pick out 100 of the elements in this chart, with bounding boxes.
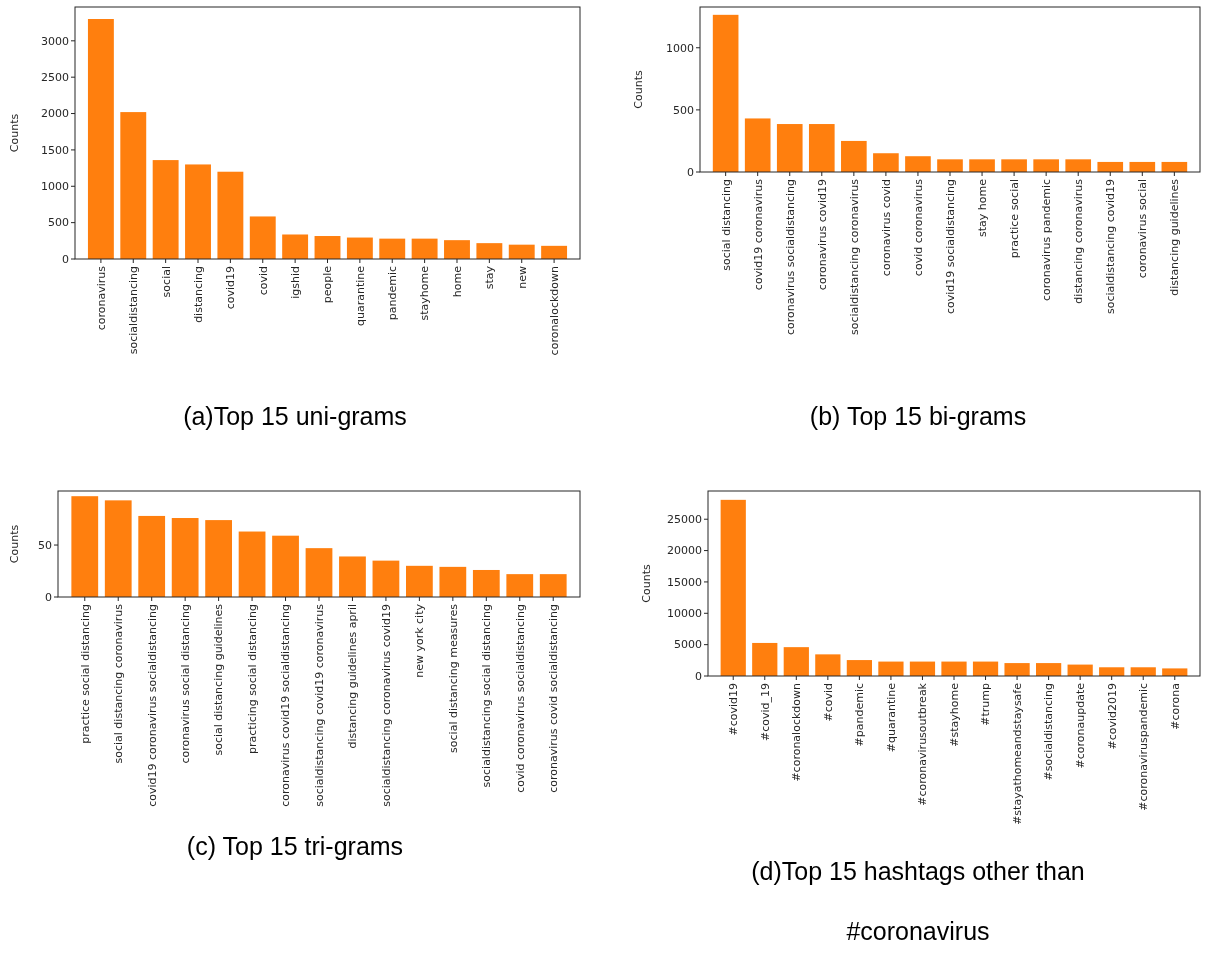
bar (205, 520, 232, 597)
y-tick-label: 500 (673, 103, 694, 117)
x-tick-label: stayhome (418, 265, 432, 321)
x-tick-label: covid19 coronavirus (751, 178, 765, 291)
bar (305, 548, 333, 597)
y-tick-label: 2500 (41, 71, 69, 85)
x-tick-label: coronavirus socialdistancing (783, 179, 797, 336)
bar (411, 238, 438, 259)
bar (1130, 667, 1156, 676)
x-tick-label: social distancing coronavirus (112, 603, 126, 764)
bar (1099, 667, 1125, 676)
bar (969, 159, 995, 172)
x-tick-label: social distancing (719, 179, 733, 271)
y-tick-label: 1000 (666, 41, 694, 55)
x-tick-label: #socialdistancing (1042, 683, 1056, 781)
x-tick-label: people (321, 265, 335, 304)
y-tick-label: 1000 (41, 180, 69, 194)
bar (346, 237, 373, 259)
bar (744, 118, 771, 172)
x-tick-label: new york city (413, 603, 427, 678)
x-tick-label: #coronavirusoutbreak (916, 682, 930, 806)
x-tick-label: social (159, 266, 173, 298)
x-tick-label: #stayhome (947, 682, 961, 747)
bar (476, 243, 503, 259)
y-tick-label: 0 (62, 252, 69, 266)
x-tick-label: #corona (1168, 683, 1182, 730)
bar (752, 642, 778, 676)
bar (808, 124, 835, 172)
y-tick-label: 0 (695, 669, 702, 683)
x-tick-label: #trump (979, 683, 993, 726)
y-tick-label: 0 (687, 165, 694, 179)
bar (314, 236, 341, 259)
bar (878, 661, 904, 676)
x-tick-label: socialdistancing covid19 coronavirus (312, 603, 326, 807)
x-tick-label: distancing (191, 266, 205, 323)
bar (249, 216, 276, 259)
x-tick-label: igshid (288, 266, 302, 299)
bar (815, 654, 841, 676)
x-tick-label: coronavirus covid19 (815, 179, 829, 291)
x-tick-label: coronavirus covid (879, 179, 893, 277)
bar (720, 499, 746, 676)
x-tick-label: coronavirus covid19 socialdistancing (279, 604, 293, 807)
y-axis-title: Counts (8, 113, 21, 153)
y-tick-label: 15000 (667, 575, 702, 589)
x-tick-label: covid coronavirus socialdistancing (513, 604, 527, 793)
x-tick-label: social distancing guidelines (212, 603, 226, 756)
bar (776, 124, 803, 172)
x-tick-label: covid19 coronavirus socialdistancing (145, 604, 159, 807)
bar (71, 496, 99, 597)
x-tick-label: practice social (1007, 179, 1021, 259)
x-tick-label: new (515, 266, 529, 289)
y-tick-label: 3000 (41, 34, 69, 48)
x-tick-label: pandemic (386, 266, 400, 321)
x-tick-label: quarantine (353, 265, 367, 327)
x-tick-label: practicing social distancing (245, 604, 259, 754)
x-tick-label: distancing coronavirus (1072, 178, 1086, 304)
x-tick-label: #covid19 (727, 683, 741, 736)
x-tick-label: #coronaviruspandemic (1137, 683, 1151, 811)
bar (406, 565, 433, 597)
x-tick-label: covid19 socialdistancing (943, 179, 957, 315)
text: (c) Top 15 tri-grams (186, 832, 404, 860)
x-tick-label: #covid_19 (758, 683, 772, 742)
bar (217, 171, 244, 259)
x-tick-label: coronavirus pandemic (1040, 179, 1053, 302)
x-tick-label: covid coronavirus (911, 178, 925, 277)
x-tick-label: #coronaupdate (1074, 682, 1087, 769)
y-axis-title: Counts (632, 70, 645, 109)
y-tick-label: 20000 (667, 544, 702, 558)
bar (846, 660, 872, 676)
bar (185, 164, 211, 259)
x-tick-label: #covid2019 (1105, 683, 1119, 750)
bar (372, 560, 400, 597)
y-tick-label: 50 (38, 538, 52, 552)
x-tick-label: covid (256, 266, 270, 296)
y-tick-label: 2000 (41, 107, 69, 121)
x-tick-label: socialdistancing coronavirus covid19 (379, 604, 393, 807)
y-tick-label: 1500 (41, 143, 69, 157)
x-tick-label: #quarantine (884, 682, 898, 753)
x-tick-label: practice social distancing (78, 604, 92, 744)
x-tick-label: #covid (821, 683, 835, 722)
bar (1004, 663, 1030, 676)
bar (87, 19, 114, 259)
bar (282, 234, 309, 259)
bar (541, 245, 568, 259)
y-tick-label: 500 (48, 216, 69, 230)
bar (1129, 161, 1156, 172)
x-tick-label: #pandemic (853, 683, 867, 747)
x-tick-label: social distancing measures (446, 603, 460, 753)
text: (a)Top 15 uni-grams (183, 402, 407, 430)
x-tick-label: distancing guidelines (1168, 178, 1182, 296)
y-tick-label: 25000 (667, 513, 702, 527)
x-tick-label: coronavirus social (1136, 179, 1150, 279)
bar (506, 574, 534, 597)
bar (171, 518, 199, 597)
bar (1001, 159, 1027, 172)
chart-title: (d)Top 15 hashtags other than #coronavirus (751, 857, 1085, 945)
x-tick-label: covid19 (224, 266, 238, 310)
bar (272, 535, 299, 597)
bar (841, 140, 867, 172)
y-tick-label: 10000 (667, 607, 702, 621)
